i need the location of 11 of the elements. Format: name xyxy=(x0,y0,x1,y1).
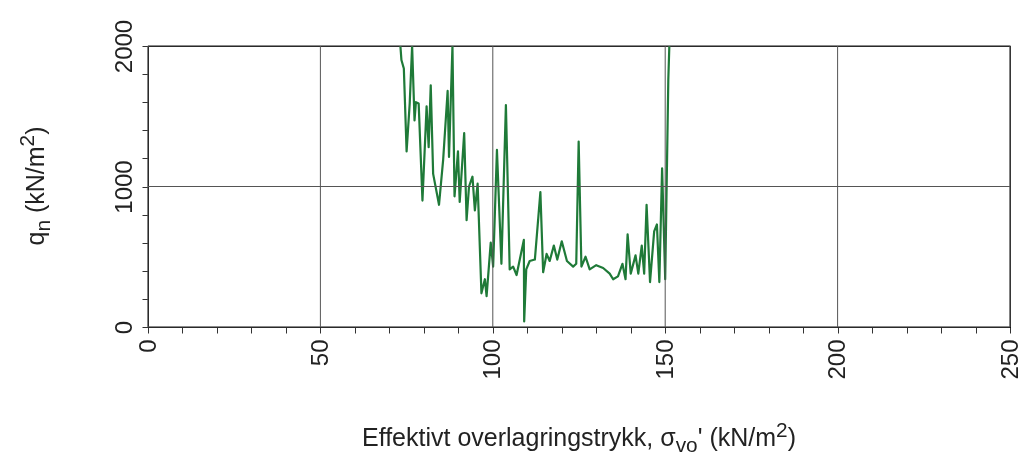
x-tick-label: 250 xyxy=(995,339,1023,380)
x-tick-label: 100 xyxy=(478,339,506,380)
y-tick-label: 2000 xyxy=(109,19,137,74)
x-tick-label: 150 xyxy=(650,339,678,380)
x-axis-title: Effektivt overlagringstrykk, σ$_{vo}$' (kN/m$^{2}$) xyxy=(361,418,797,452)
y-tick-label: 0 xyxy=(109,320,137,335)
x-tick-label: 200 xyxy=(823,339,851,380)
x-tick-label: 50 xyxy=(305,339,333,367)
y-tick-label: 1000 xyxy=(109,160,137,214)
line-series xyxy=(399,46,671,323)
x-tick-label: 0 xyxy=(133,339,161,353)
